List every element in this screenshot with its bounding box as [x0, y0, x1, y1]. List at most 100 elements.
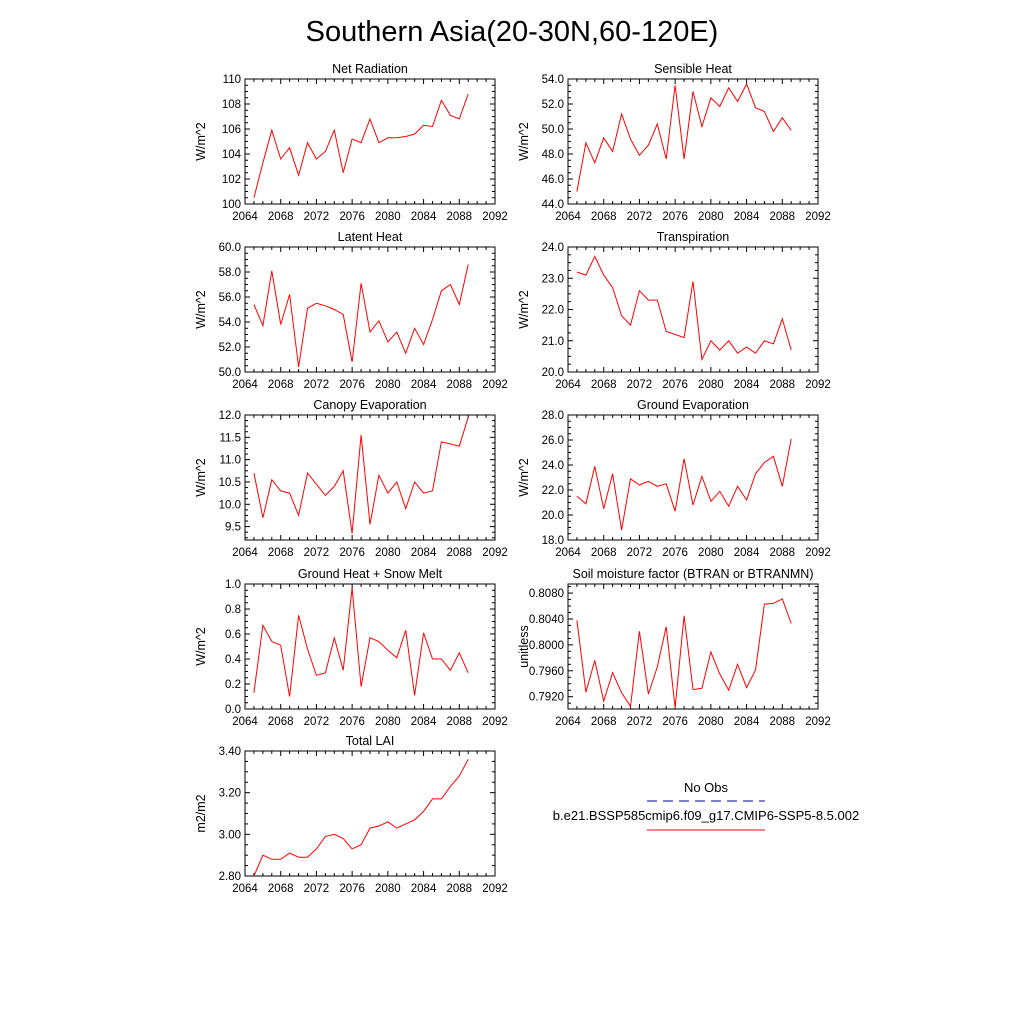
- x-tick-label: 2088: [446, 547, 472, 559]
- y-tick-label: 0.8: [225, 604, 241, 616]
- y-tick-label: 102: [222, 174, 241, 186]
- x-tick-label: 2084: [411, 379, 437, 391]
- panel-title: Ground Heat + Snow Melt: [298, 567, 443, 581]
- x-tick-label: 2072: [304, 716, 330, 728]
- x-tick-label: 2080: [698, 379, 724, 391]
- x-tick-label: 2080: [375, 379, 401, 391]
- y-tick-label: 0.4: [225, 654, 242, 666]
- series-line: [253, 759, 469, 877]
- x-tick-label: 2068: [268, 379, 294, 391]
- y-tick-label: 9.5: [225, 522, 241, 534]
- x-tick-label: 2084: [734, 547, 760, 559]
- y-axis-label: W/m^2: [194, 458, 208, 497]
- y-tick-label: 26.0: [542, 435, 564, 447]
- y-tick-label: 3.00: [219, 829, 241, 841]
- panels: Net Radiation W/m^2 2064 2068 2072 2076 2080 20…: [194, 62, 831, 895]
- x-tick-label: 2088: [769, 211, 795, 223]
- y-tick-label: 104: [222, 149, 242, 161]
- x-tick-label: 2068: [591, 379, 617, 391]
- x-tick-label: 2068: [268, 716, 294, 728]
- y-tick-label: 21.0: [542, 336, 564, 348]
- y-tick-label: 0.2: [225, 679, 241, 691]
- y-tick-label: 106: [222, 124, 241, 136]
- x-tick-label: 2088: [446, 211, 472, 223]
- y-tick-label: 2.80: [219, 871, 241, 883]
- y-tick-label: 0.0: [225, 704, 241, 716]
- y-tick-label: 24.0: [542, 460, 564, 472]
- y-tick-label: 52.0: [219, 342, 241, 354]
- x-tick-label: 2080: [375, 716, 401, 728]
- x-tick-label: 2068: [591, 716, 617, 728]
- panel-title: Total LAI: [346, 734, 395, 748]
- x-tick-label: 2076: [339, 716, 365, 728]
- x-tick-label: 2092: [482, 716, 508, 728]
- x-tick-label: 2080: [698, 211, 724, 223]
- x-tick-label: 2092: [805, 716, 831, 728]
- x-tick-label: 2072: [304, 379, 330, 391]
- y-tick-label: 46.0: [542, 174, 564, 186]
- y-tick-label: 58.0: [219, 267, 241, 279]
- x-tick-label: 2076: [339, 211, 365, 223]
- x-tick-label: 2072: [627, 547, 653, 559]
- legend-label-obs: No Obs: [684, 780, 729, 795]
- x-tick-label: 2076: [662, 379, 688, 391]
- x-tick-label: 2072: [627, 716, 653, 728]
- y-tick-label: 54.0: [219, 317, 241, 329]
- x-tick-label: 2068: [591, 211, 617, 223]
- x-tick-label: 2064: [555, 211, 581, 223]
- x-tick-label: 2064: [232, 883, 258, 895]
- x-tick-label: 2088: [446, 883, 472, 895]
- x-tick-label: 2088: [446, 716, 472, 728]
- y-tick-label: 24.0: [542, 242, 564, 254]
- y-tick-label: 18.0: [542, 535, 564, 547]
- y-tick-label: 10.5: [219, 477, 241, 489]
- y-tick-label: 56.0: [219, 292, 241, 304]
- y-tick-label: 48.0: [542, 149, 564, 161]
- x-tick-label: 2068: [591, 547, 617, 559]
- x-tick-label: 2084: [411, 716, 437, 728]
- panel-title: Latent Heat: [338, 230, 403, 244]
- y-tick-label: 28.0: [542, 410, 564, 422]
- panel-title: Net Radiation: [332, 62, 408, 76]
- y-tick-label: 100: [222, 199, 241, 211]
- x-tick-label: 2092: [805, 211, 831, 223]
- x-tick-label: 2080: [375, 211, 401, 223]
- y-axis-label: unitless: [517, 625, 531, 667]
- x-tick-label: 2076: [662, 716, 688, 728]
- y-axis-label: W/m^2: [194, 122, 208, 161]
- panel-7: Ground Heat + Snow Melt W/m^2 2064 2068 2072…: [194, 567, 508, 728]
- y-tick-label: 52.0: [542, 99, 564, 111]
- x-tick-label: 2068: [268, 883, 294, 895]
- y-tick-label: 11.0: [219, 455, 241, 467]
- x-tick-label: 2076: [662, 211, 688, 223]
- x-tick-label: 2092: [482, 211, 508, 223]
- panel-4: Transpiration W/m^2 2064 2068 2072 2076 2080 20…: [517, 230, 831, 391]
- panel-3: Latent Heat W/m^2 2064 2068 2072 2076 2080 2084…: [194, 230, 508, 391]
- x-tick-label: 2064: [555, 547, 581, 559]
- panel-title: Sensible Heat: [654, 62, 732, 76]
- x-tick-label: 2064: [555, 716, 581, 728]
- panel-title: Soil moisture factor (BTRAN or BTRANMN): [572, 567, 813, 581]
- x-tick-label: 2092: [482, 883, 508, 895]
- series-line: [253, 417, 469, 534]
- y-tick-label: 110: [223, 74, 241, 86]
- panel-8: Soil moisture factor (BTRAN or BTRANMN) u…: [517, 567, 831, 728]
- x-tick-label: 2084: [411, 547, 437, 559]
- y-tick-label: 3.20: [219, 788, 241, 800]
- y-tick-label: 12.0: [219, 410, 241, 422]
- x-tick-label: 2084: [734, 716, 760, 728]
- x-tick-label: 2088: [446, 379, 472, 391]
- panel-2: Sensible Heat W/m^2 2064 2068 2072 2076 2080 20…: [517, 62, 831, 223]
- y-axis-label: W/m^2: [517, 458, 531, 497]
- x-tick-label: 2092: [482, 547, 508, 559]
- y-tick-label: 0.8000: [529, 640, 564, 652]
- x-tick-label: 2092: [482, 379, 508, 391]
- x-tick-label: 2092: [805, 379, 831, 391]
- panel-title: Transpiration: [657, 230, 730, 244]
- x-tick-label: 2080: [375, 883, 401, 895]
- y-tick-label: 11.5: [219, 432, 241, 444]
- series-line: [253, 93, 469, 198]
- x-tick-label: 2080: [698, 547, 724, 559]
